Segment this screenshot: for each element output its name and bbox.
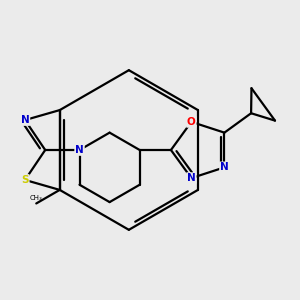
Text: N: N bbox=[187, 173, 196, 183]
Text: N: N bbox=[220, 162, 229, 172]
Text: S: S bbox=[21, 175, 29, 185]
Text: N: N bbox=[21, 115, 29, 125]
Text: O: O bbox=[187, 117, 196, 127]
Text: CH₃: CH₃ bbox=[30, 195, 43, 201]
Text: N: N bbox=[75, 145, 84, 155]
